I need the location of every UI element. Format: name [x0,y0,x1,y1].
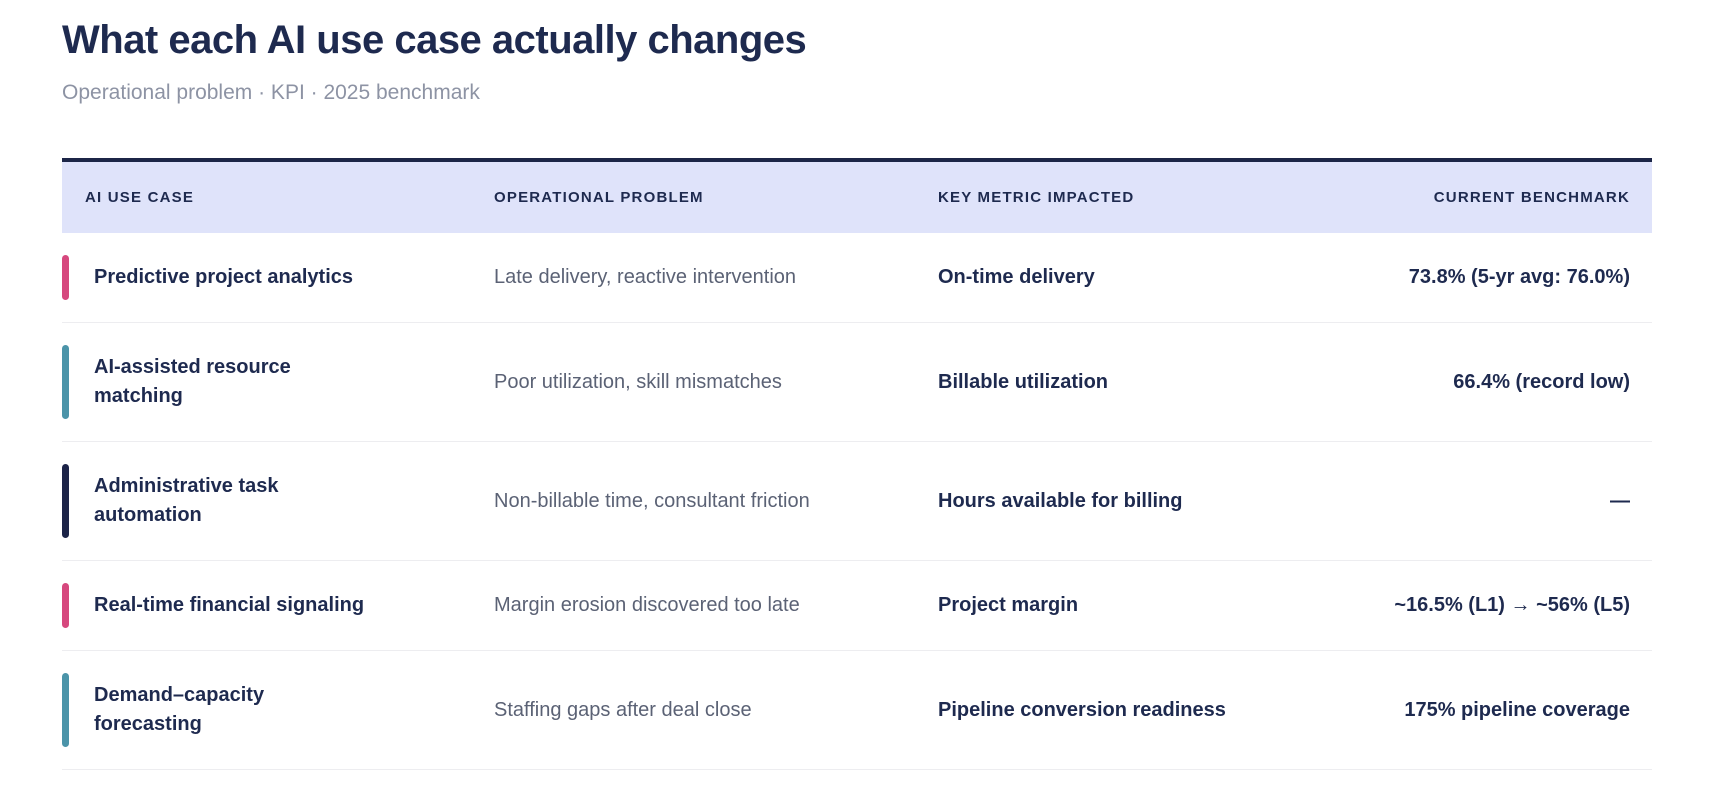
benchmark-value: 73.8% (5-yr avg: 76.0%) [1408,266,1630,288]
use-case-cell: Predictive project analytics [62,233,494,322]
table-row: Predictive project analytics Late delive… [62,233,1652,322]
use-case-label-wrap: Predictive project analytics [62,255,354,300]
use-case-cell: AI-assisted resource matching [62,323,494,441]
column-header-operational-problem: OPERATIONAL PROBLEM [494,189,704,206]
use-case-label: Predictive project analytics [94,266,354,288]
key-metric-text: Pipeline conversion readiness [938,698,1226,721]
use-case-label-wrap: Real-time financial signaling [62,583,365,628]
operational-problem-text: Poor utilization, skill mismatches [494,370,782,393]
table-row: Administrative task automation Non-billa… [62,441,1652,560]
row-accent-bar [62,583,69,628]
use-case-label: Demand–capacity forecasting [94,684,265,735]
use-case-table: AI USE CASE OPERATIONAL PROBLEM KEY METR… [62,158,1652,770]
use-case-label-wrap: Demand–capacity forecasting [62,673,265,747]
use-case-label: Real-time financial signaling [94,594,365,616]
benchmark-value: ~16.5% (L1) → ~56% (L5) [1394,594,1630,616]
row-accent-bar [62,255,69,300]
page-subtitle: Operational problem · KPI · 2025 benchma… [62,81,480,104]
table-body: Predictive project analytics Late delive… [62,233,1652,770]
key-metric-text: Project margin [938,594,1079,616]
column-header-key-metric-impacted: KEY METRIC IMPACTED [938,189,1135,206]
page-title: What each AI use case actually changes [62,18,807,62]
operational-problem-text: Margin erosion discovered too late [494,594,800,616]
row-accent-bar [62,673,69,747]
use-case-cell: Administrative task automation [62,442,494,560]
operational-problem-text: Non-billable time, consultant friction [494,489,810,512]
table-row: Real-time financial signaling Margin ero… [62,560,1652,650]
operational-problem-text: Staffing gaps after deal close [494,698,752,721]
use-case-cell: Demand–capacity forecasting [62,651,494,769]
column-header-ai-use-case: AI USE CASE [85,189,195,206]
benchmark-value: 66.4% (record low) [1453,370,1630,393]
table-row: Demand–capacity forecasting Staffing gap… [62,650,1652,769]
use-case-cell: Real-time financial signaling [62,561,494,650]
key-metric-text: Billable utilization [938,370,1109,393]
benchmark-value: 175% pipeline coverage [1404,698,1630,721]
use-case-label-wrap: AI-assisted resource matching [62,345,291,419]
operational-problem-text: Late delivery, reactive intervention [494,266,797,288]
use-case-label-wrap: Administrative task automation [62,464,279,538]
benchmark-value: — [1610,489,1630,512]
table-row: AI-assisted resource matching Poor utili… [62,322,1652,441]
table-header-row: AI USE CASE OPERATIONAL PROBLEM KEY METR… [62,162,1652,233]
use-case-label: AI-assisted resource matching [94,356,291,407]
key-metric-text: On-time delivery [938,266,1095,288]
use-case-label: Administrative task automation [94,475,279,526]
key-metric-text: Hours available for billing [938,489,1183,512]
column-header-current-benchmark: CURRENT BENCHMARK [1433,189,1630,206]
row-accent-bar [62,345,69,419]
row-accent-bar [62,464,69,538]
